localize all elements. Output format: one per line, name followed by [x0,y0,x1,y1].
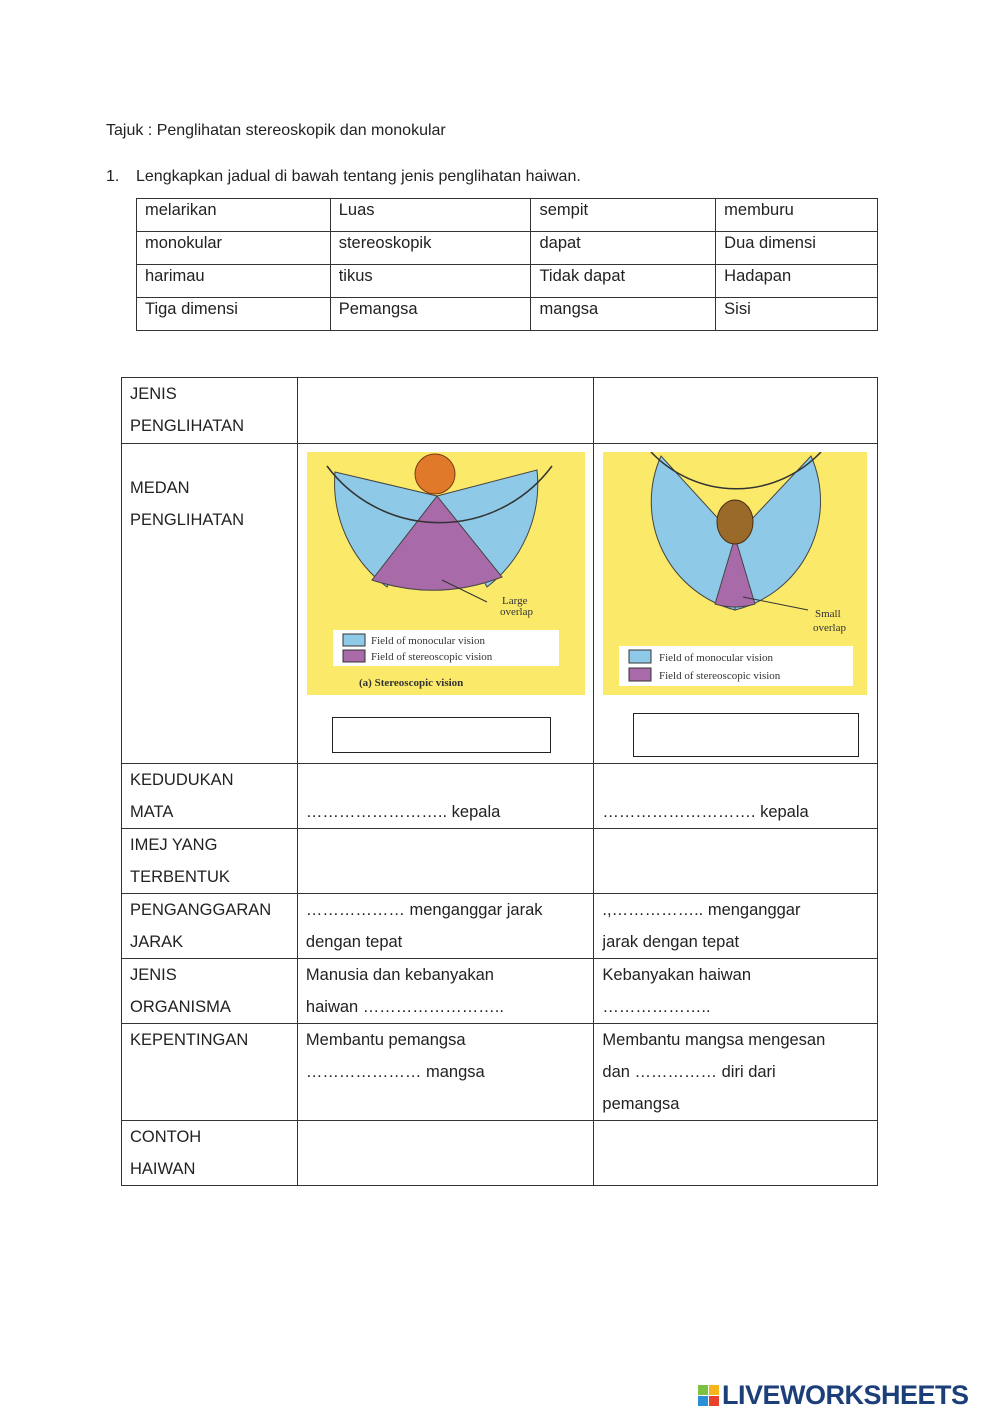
answer-cell[interactable] [296,377,595,444]
cell-text: Membantu pemangsa [305,1031,466,1049]
word-bank-cell: sempit [530,198,717,232]
legend-swatch-stereoscopic [628,667,652,682]
cell-text: ……………….. [602,998,711,1016]
overlap-label: Small [815,608,841,620]
cell-text: ………………… mangsa [305,1063,485,1081]
word-bank-cell: Dua dimensi [715,231,878,265]
cell-text: jarak dengan tepat [602,933,740,951]
word-bank-row: monokular stereoskopik dapat Dua dimensi [136,231,878,265]
word-bank-cell: Sisi [715,297,878,331]
cell-text: haiwan …………………….. [305,998,504,1016]
answer-cell[interactable]: ………………………. kepala [593,763,878,829]
answer-cell[interactable]: Kebanyakan haiwan ……………….. [593,958,878,1024]
overlap-label: Large [502,595,528,607]
row-header: ORGANISMA [130,998,231,1016]
answer-cell[interactable] [296,828,595,894]
cell-text: dengan tepat [305,933,403,951]
word-bank-cell: Luas [329,198,532,232]
cell-text: .,…………….. menganggar [602,901,801,919]
legend-label: Field of stereoscopic vision [659,670,781,682]
row-medan: MEDAN PENGLIHATAN Large overlap Field of … [121,443,878,764]
cell-text: dan …………… diri dari [602,1063,776,1081]
legend-swatch-stereoscopic [342,649,366,663]
word-bank-cell: stereoskopik [329,231,532,265]
word-bank-cell: dapat [530,231,717,265]
word-bank-cell: memburu [715,198,878,232]
word-bank-cell: melarikan [136,198,331,232]
row-header: JENIS [130,966,177,984]
cell-text: Manusia dan kebanyakan [305,966,494,984]
monocular-diagram: Small overlap Field of monocular vision … [603,452,868,695]
legend-swatch-monocular [628,649,652,664]
row-kepentingan: KEPENTINGAN Membantu pemangsa ………………… man… [121,1023,878,1121]
word-bank-row: melarikan Luas sempit memburu [136,198,878,232]
row-header: JENIS [130,385,177,403]
legend-label: Field of stereoscopic vision [371,651,493,663]
row-header: PENGANGGARAN [130,901,272,919]
word-bank-cell: Tiga dimensi [136,297,331,331]
answer-cell[interactable]: Membantu pemangsa ………………… mangsa [296,1023,595,1121]
row-header: TERBENTUK [130,868,230,886]
row-imej: IMEJ YANG TERBENTUK [121,828,878,894]
row-header: KEPENTINGAN [130,1031,249,1049]
overlap-label: overlap [813,622,846,634]
cell-text: pemangsa [602,1095,680,1113]
page-title: Tajuk : Penglihatan stereoskopik dan mon… [106,122,446,139]
cell-text: Membantu mangsa mengesan [602,1031,826,1049]
legend-swatch-monocular [342,633,366,647]
row-header: IMEJ YANG [130,836,218,854]
word-bank-cell: Pemangsa [329,297,532,331]
row-header: JARAK [130,933,184,951]
row-kedudukan: KEDUDUKAN MATA …………………….. kepala ……………………… [121,763,878,829]
question-text: Lengkapkan jadual di bawah tentang jenis… [136,168,581,185]
row-header: CONTOH [130,1128,202,1146]
row-anggar: PENGANGGARAN JARAK ……………… menganggar jara… [121,893,878,959]
vision-table: JENIS PENGLIHATAN MEDAN PENGLIHATAN Large … [121,377,878,1186]
row-contoh: CONTOH HAIWAN [121,1120,878,1186]
answer-cell[interactable]: Manusia dan kebanyakan haiwan …………………….. [296,958,595,1024]
cell-text: …………………….. kepala [305,803,501,821]
legend-label: Field of monocular vision [659,652,773,664]
logo-text: LIVEWORKSHEETS [722,1380,969,1410]
word-bank-cell: Hadapan [715,264,878,298]
word-bank-table: melarikan Luas sempit memburu monokular stere… [136,198,878,331]
answer-cell[interactable]: ……………… menganggar jarak dengan tepat [296,893,595,959]
logo-icon [698,1385,719,1406]
answer-cell[interactable]: …………………….. kepala [296,763,595,829]
answer-cell[interactable] [593,1120,878,1186]
answer-cell[interactable]: .,…………….. menganggar jarak dengan tepat [593,893,878,959]
row-header: KEDUDUKAN [130,771,234,789]
liveworksheets-logo: LIVEWORKSHEETS [698,1380,969,1411]
row-header: PENGLIHATAN [130,417,244,435]
word-bank-cell: harimau [136,264,331,298]
cell-text: Kebanyakan haiwan [602,966,752,984]
legend-label: Field of monocular vision [371,635,485,647]
word-bank-row: Tiga dimensi Pemangsa mangsa Sisi [136,297,878,331]
word-bank-cell: mangsa [530,297,717,331]
stereoscopic-diagram: Large overlap Field of monocular vision … [306,452,585,695]
row-header: MATA [130,803,174,821]
row-jenis: JENIS PENGLIHATAN [121,377,878,444]
cell-text: ………………………. kepala [602,803,809,821]
answer-cell[interactable] [296,1120,595,1186]
word-bank-cell: tikus [329,264,532,298]
answer-cell[interactable] [593,377,878,444]
answer-box-left[interactable] [331,717,551,753]
answer-box-right[interactable] [633,713,860,757]
overlap-label: overlap [500,606,533,618]
row-header: MEDAN [130,479,190,497]
answer-cell[interactable]: Membantu mangsa mengesan dan …………… diri d… [593,1023,878,1121]
row-header: HAIWAN [130,1160,196,1178]
diagram-caption: (a) Stereoscopic vision [359,677,463,689]
word-bank-cell: monokular [136,231,331,265]
word-bank-cell: Tidak dapat [530,264,717,298]
question-number: 1. [106,168,120,185]
word-bank-row: harimau tikus Tidak dapat Hadapan [136,264,878,298]
row-organisma: JENIS ORGANISMA Manusia dan kebanyakan hai… [121,958,878,1024]
cell-text: ……………… menganggar jarak [305,901,543,919]
answer-cell[interactable] [593,828,878,894]
row-header: PENGLIHATAN [130,511,244,529]
